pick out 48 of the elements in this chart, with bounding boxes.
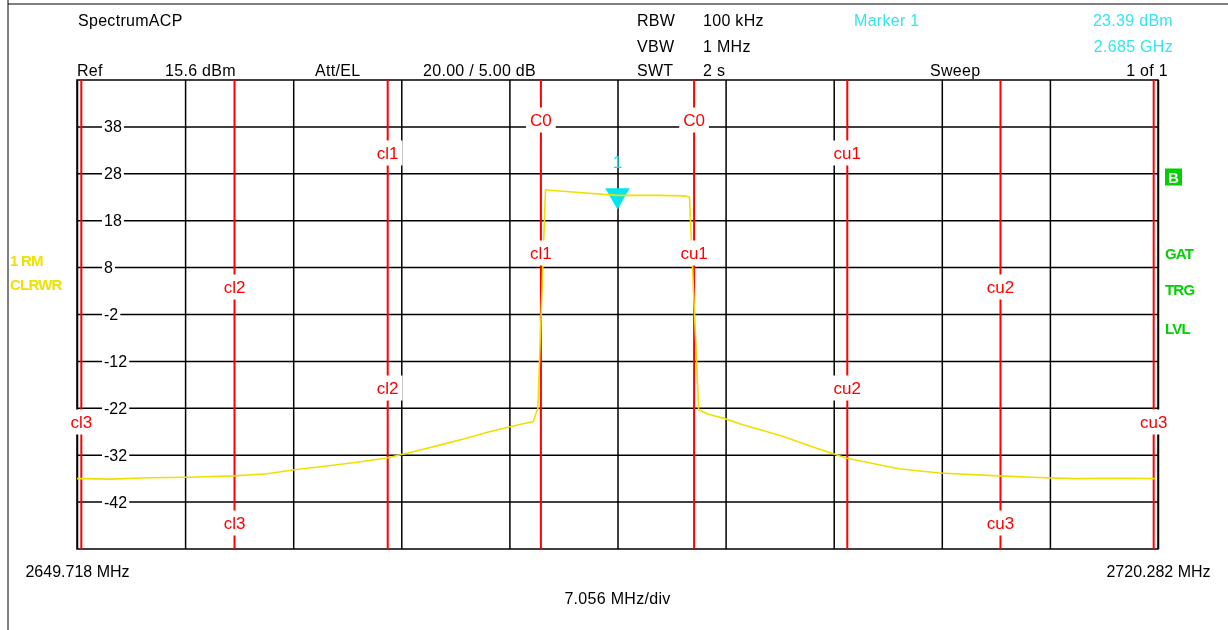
text: RBW (637, 11, 676, 29)
text: 100 kHz (703, 11, 764, 29)
y-tick-label: 38 (104, 118, 122, 136)
annotation: cu1 (680, 243, 708, 263)
ref-line-label: cu3 (1139, 412, 1168, 432)
ref-line-label: C0 (530, 110, 552, 130)
ref-line-label: cl3 (70, 412, 93, 432)
text: 1 of 1 (1126, 61, 1168, 79)
ref-line-label: cl2 (223, 277, 246, 297)
y-tick-label: 18 (104, 212, 122, 230)
y-tick-label: -22 (104, 399, 128, 417)
text: 15.6 dBm (165, 61, 236, 79)
text: 2.685 GHz (1093, 37, 1173, 55)
annotation: cu2 (833, 378, 861, 398)
text: 23.39 dBm (1092, 11, 1173, 29)
text: Att/EL (315, 61, 361, 79)
y-tick-label: 28 (104, 165, 122, 183)
ref-line-label: C0 (683, 110, 705, 130)
y-tick-label: -12 (104, 352, 128, 370)
text: 1 RM (10, 251, 43, 269)
text: 7.056 MHz/div (564, 589, 671, 607)
ref-line-label: cl1 (376, 143, 399, 163)
annotation: cl1 (530, 243, 552, 263)
text: SpectrumACP (78, 11, 183, 29)
text: GAT (1165, 244, 1194, 262)
x-tick-label: 2720.282 MHz (1106, 563, 1211, 581)
ref-line-label: cu1 (833, 143, 861, 163)
annotation: cu3 (986, 513, 1015, 533)
text: TRG (1165, 280, 1195, 298)
text: 2 s (703, 61, 726, 79)
text: LVL (1165, 319, 1191, 337)
y-tick-label: -2 (104, 306, 119, 323)
text: B (1168, 168, 1179, 186)
text: 20.00 / 5.00 dB (423, 61, 537, 79)
text: Ref (77, 61, 104, 79)
text: SWT (637, 61, 674, 79)
x-tick-label: 2649.718 MHz (25, 563, 130, 581)
text: Marker 1 (854, 11, 920, 29)
text: CLRWR (10, 275, 63, 293)
annotation: cl2 (376, 378, 399, 398)
y-tick-label: -42 (104, 493, 128, 511)
ref-line-label: cu2 (986, 277, 1015, 297)
text: VBW (637, 37, 675, 55)
y-tick-label: 8 (104, 259, 113, 277)
text: Sweep (930, 61, 981, 79)
text: 1 MHz (703, 37, 751, 55)
y-tick-label: -32 (104, 446, 128, 464)
annotation: cl3 (223, 513, 246, 533)
